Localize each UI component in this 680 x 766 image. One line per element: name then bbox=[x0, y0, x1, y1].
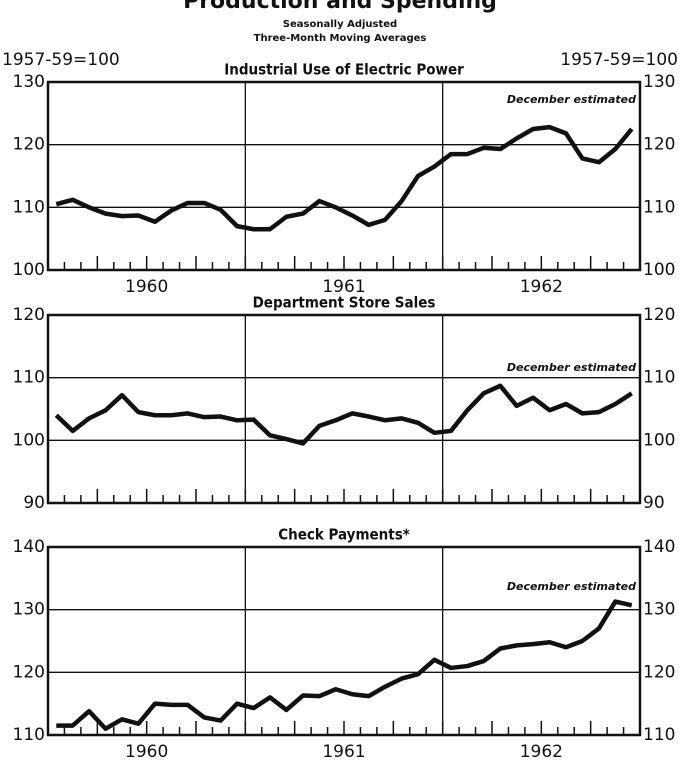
y-axis-label: 1957-59=100 bbox=[2, 50, 120, 70]
y-tick-label: 110 bbox=[643, 368, 675, 388]
y-tick-label: 110 bbox=[13, 725, 45, 745]
y-tick-label: 120 bbox=[643, 662, 675, 682]
y-tick-label: 130 bbox=[643, 600, 675, 620]
plot-frame bbox=[46, 313, 642, 505]
y-tick-label: 120 bbox=[13, 135, 45, 155]
panel-title: Check Payments* bbox=[278, 526, 410, 544]
y-tick-label: 110 bbox=[643, 197, 675, 217]
x-tick-label: 1962 bbox=[520, 742, 563, 762]
y-tick-label: 140 bbox=[13, 537, 45, 557]
y-tick-label: 100 bbox=[643, 430, 675, 450]
annotation: December estimated bbox=[507, 93, 636, 106]
x-tick-label: 1961 bbox=[322, 742, 365, 762]
subtitle: Three-Month Moving Averages bbox=[254, 33, 427, 44]
page-title: Production and Spending bbox=[183, 0, 497, 14]
y-tick-label: 120 bbox=[13, 662, 45, 682]
plot-frame bbox=[46, 545, 642, 737]
x-tick-label: 1960 bbox=[125, 742, 168, 762]
data-line bbox=[55, 124, 634, 232]
y-tick-label: 120 bbox=[13, 305, 45, 325]
annotation: December estimated bbox=[507, 361, 636, 374]
y-tick-label: 100 bbox=[13, 430, 45, 450]
panel-title: Industrial Use of Electric Power bbox=[224, 61, 464, 79]
y-axis-label: 1957-59=100 bbox=[560, 50, 678, 70]
subtitle: Seasonally Adjusted bbox=[283, 19, 397, 30]
data-line bbox=[54, 383, 633, 446]
y-tick-label: 130 bbox=[13, 72, 45, 92]
panel-title: Department Store Sales bbox=[253, 294, 436, 312]
y-tick-label: 120 bbox=[643, 135, 675, 155]
plot-frame bbox=[46, 80, 642, 272]
y-tick-label: 130 bbox=[643, 72, 675, 92]
y-tick-label: 110 bbox=[13, 197, 45, 217]
y-tick-label: 100 bbox=[13, 260, 45, 280]
y-tick-label: 110 bbox=[643, 725, 675, 745]
y-tick-label: 110 bbox=[13, 368, 45, 388]
annotation: December estimated bbox=[507, 580, 636, 593]
x-tick-label: 1962 bbox=[520, 277, 563, 297]
x-tick-label: 1961 bbox=[322, 277, 365, 297]
data-line bbox=[56, 599, 633, 731]
y-tick-label: 90 bbox=[643, 493, 665, 513]
y-tick-label: 140 bbox=[643, 537, 675, 557]
y-tick-label: 130 bbox=[13, 600, 45, 620]
x-tick-label: 1960 bbox=[125, 277, 168, 297]
y-tick-label: 100 bbox=[643, 260, 675, 280]
y-tick-label: 120 bbox=[643, 305, 675, 325]
y-tick-label: 90 bbox=[23, 493, 45, 513]
